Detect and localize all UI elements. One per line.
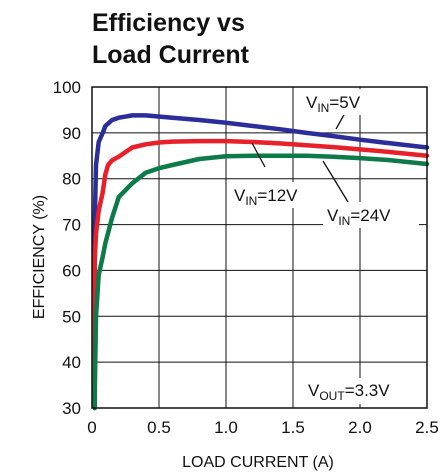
vin5-label-bg (302, 89, 380, 115)
x-tick-label: 0 (87, 418, 96, 437)
y-tick-label: 70 (62, 216, 81, 235)
series-line-vin-24v (92, 153, 430, 411)
annotation-vin-5v: VIN=5V (306, 93, 361, 115)
series-line-vin-12v (92, 138, 430, 411)
y-axis-label: EFFICIENCY (%) (31, 195, 48, 319)
y-tick-label: 90 (62, 124, 81, 143)
annotation-vout-3-3v: VOUT=3.3V (308, 381, 390, 403)
vin24-leader-line (322, 160, 349, 203)
y-tick-label: 80 (62, 170, 81, 189)
vout-label-bg (304, 378, 424, 404)
x-tick-label: 0.5 (147, 418, 171, 437)
vin12-label-bg (231, 182, 319, 208)
chart-title-line-2: Load Current (92, 41, 250, 69)
vin24-label-bg (323, 202, 419, 228)
x-tick-label: 1.5 (281, 418, 305, 437)
x-tick-label: 1.0 (214, 418, 238, 437)
x-axis-label: LOAD CURRENT (A) (182, 454, 334, 471)
chart-title-line-1: Efficiency vs (92, 9, 245, 37)
grid (91, 86, 428, 409)
x-tick-labels: 0 0.5 1.0 1.5 2.0 2.5 (87, 418, 439, 437)
x-tick-label: 2.0 (348, 418, 372, 437)
plot-frame (91, 86, 428, 409)
x-tick-label: 2.5 (415, 418, 439, 437)
y-tick-label: 50 (62, 307, 81, 326)
y-tick-label: 100 (53, 78, 81, 97)
series-line-vin-5v (92, 113, 430, 411)
annotation-vin-12v: VIN=12V (234, 186, 298, 208)
y-tick-label: 60 (62, 261, 81, 280)
vin5-leader-line (335, 112, 346, 130)
y-tick-labels: 30 40 50 60 70 80 90 100 (53, 78, 81, 418)
vin12-leader-line (251, 142, 266, 168)
y-tick-label: 40 (62, 353, 81, 372)
y-tick-label: 30 (62, 399, 81, 418)
series-layer (92, 113, 430, 411)
annotation-vin-24v: VIN=24V (327, 206, 391, 228)
